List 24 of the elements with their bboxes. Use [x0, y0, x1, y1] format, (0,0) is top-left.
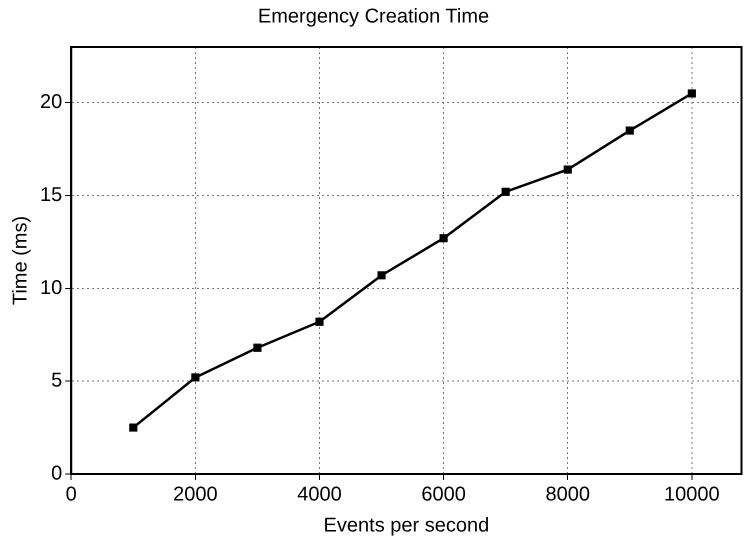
x-tick-label: 10000	[664, 484, 720, 506]
y-tick-label: 10	[40, 276, 62, 299]
point	[502, 188, 510, 196]
y-tick-label: 20	[40, 91, 62, 114]
y-tick-label: 15	[40, 184, 62, 206]
point	[688, 89, 696, 98]
point	[626, 126, 634, 135]
x-tick-label: 0	[66, 484, 77, 506]
x-tick-label: 6000	[421, 484, 466, 506]
x-tick-label: 2000	[173, 484, 218, 506]
x-axis-title: Events per second	[324, 514, 490, 537]
x-tick-label: 4000	[297, 484, 342, 506]
y-tick-label: 5	[51, 370, 62, 392]
point	[377, 271, 386, 280]
point	[191, 373, 200, 382]
point	[315, 318, 324, 326]
point	[564, 165, 572, 174]
y-tick-label: 0	[51, 462, 62, 485]
point	[253, 344, 262, 352]
y-axis-title: Time (ms)	[10, 216, 32, 306]
chart-title: Emergency Creation Time	[258, 6, 490, 28]
x-tick-label: 8000	[545, 484, 590, 506]
point	[440, 234, 448, 242]
point	[129, 424, 138, 432]
